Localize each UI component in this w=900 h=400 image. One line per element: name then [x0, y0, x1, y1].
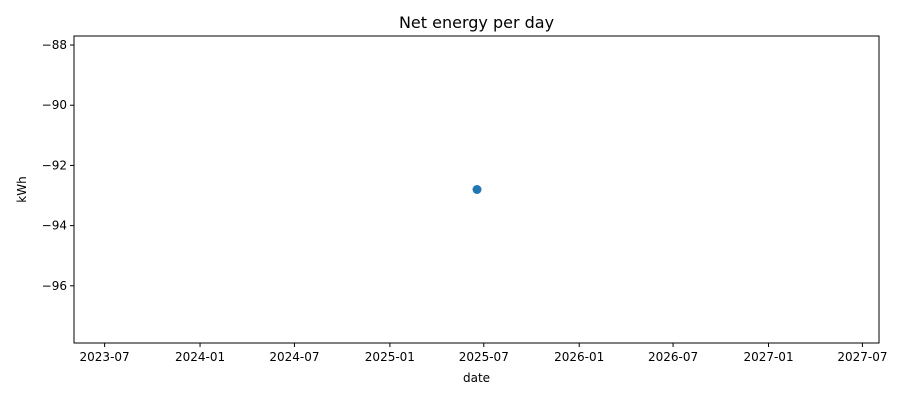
data-point	[472, 185, 482, 194]
y-tick-label: −88	[42, 38, 67, 52]
x-tick-label: 2027-07	[837, 350, 887, 364]
x-tick-label: 2023-07	[80, 350, 130, 364]
x-tick-label: 2027-01	[743, 350, 793, 364]
y-tick-label: −90	[42, 98, 67, 112]
x-tick-label: 2024-01	[175, 350, 225, 364]
y-axis-label: kWh	[15, 176, 29, 202]
x-tick-label: 2025-01	[365, 350, 415, 364]
chart-title: Net energy per day	[399, 13, 554, 32]
plot-frame	[73, 35, 880, 344]
x-tick-label: 2024-07	[269, 350, 319, 364]
plot-area: 2023-07 2024-01 2024-07 2025-01 2025-07 2026-…	[42, 35, 887, 364]
x-tick-label: 2026-07	[648, 350, 698, 364]
y-tick-label: −94	[42, 219, 67, 233]
y-tick-label: −96	[42, 279, 67, 293]
y-tick-label: −92	[42, 158, 67, 172]
x-tick-label: 2025-07	[459, 350, 509, 364]
x-tick-label: 2026-01	[554, 350, 604, 364]
x-axis-label: date	[463, 371, 490, 385]
